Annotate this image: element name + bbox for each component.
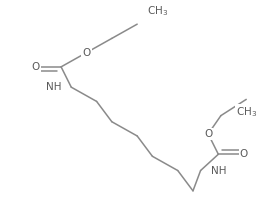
Text: CH$_3$: CH$_3$ (147, 4, 168, 18)
Text: O: O (82, 48, 91, 58)
Text: NH: NH (46, 82, 61, 92)
Text: CH$_3$: CH$_3$ (236, 105, 257, 119)
Text: O: O (32, 62, 40, 72)
Text: O: O (204, 129, 212, 139)
Text: NH: NH (211, 165, 226, 176)
Text: O: O (239, 149, 248, 159)
